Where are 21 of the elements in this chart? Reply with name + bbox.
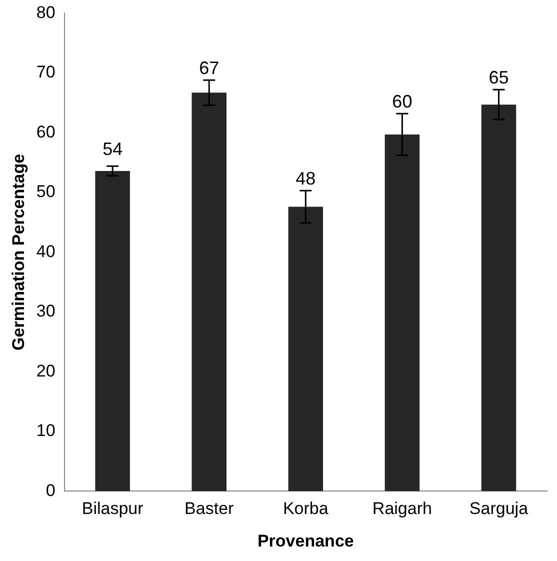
data-label: 60: [392, 92, 412, 112]
y-tick-label: 40: [36, 242, 56, 261]
y-tick-label: 30: [36, 302, 56, 321]
y-tick-label: 0: [46, 480, 56, 500]
data-label: 65: [488, 68, 509, 88]
x-tick-label: Korba: [282, 499, 329, 518]
x-tick-label: Bilaspur: [82, 499, 144, 518]
x-tick-label: Baster: [184, 499, 234, 518]
y-tick-label: 80: [36, 2, 56, 22]
y-tick-label: 60: [36, 122, 56, 142]
y-tick-label: 10: [36, 421, 56, 440]
data-label: 67: [199, 58, 220, 78]
y-tick-label: 50: [36, 182, 56, 202]
y-tick-label: 70: [36, 62, 56, 82]
y-tick-label: 20: [36, 361, 56, 380]
x-axis-title: Provenance: [257, 531, 354, 550]
data-label: 48: [296, 168, 316, 189]
x-tick-label: Sarguja: [469, 499, 529, 518]
x-tick-label: Raigarh: [372, 499, 432, 518]
y-axis-title: Germination Percentage: [8, 154, 28, 350]
data-label: 54: [102, 138, 123, 159]
